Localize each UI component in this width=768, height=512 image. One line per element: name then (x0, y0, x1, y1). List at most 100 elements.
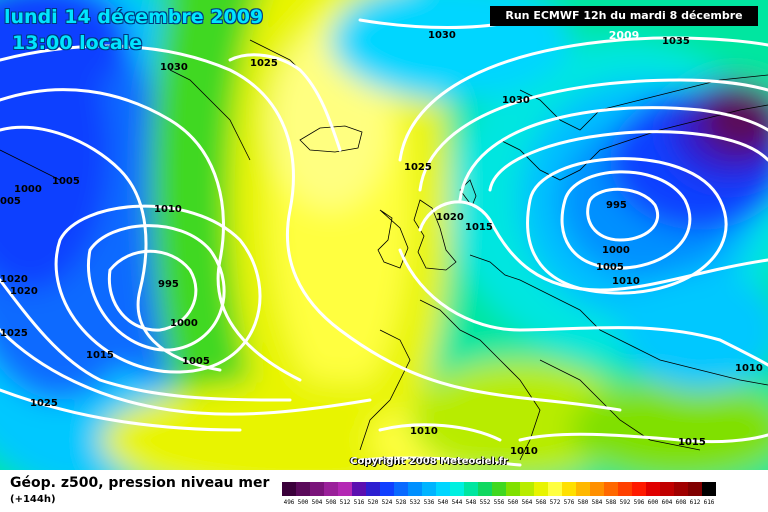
scale-swatch (534, 482, 548, 496)
scale-swatch (282, 482, 296, 496)
isobar-label: 1025 (0, 328, 28, 339)
scale-label: 556 (493, 499, 505, 506)
scale-label: 496 (283, 499, 295, 506)
scale-swatch (380, 482, 394, 496)
color-scale (282, 482, 716, 496)
scale-swatch (702, 482, 716, 496)
isobar-label: 1010 (154, 204, 182, 215)
isobar-label: 1000 (602, 245, 630, 256)
scale-label: 580 (577, 499, 589, 506)
isobar-label: 1030 (502, 95, 530, 106)
copyright-text: Copyright 2008 Meteociel.fr (350, 456, 508, 467)
scale-swatch (310, 482, 324, 496)
scale-swatch (478, 482, 492, 496)
scale-swatch (450, 482, 464, 496)
isobar-lines (0, 18, 768, 467)
scale-label: 536 (423, 499, 435, 506)
scale-swatch (506, 482, 520, 496)
scale-label: 584 (591, 499, 603, 506)
scale-label: 612 (689, 499, 701, 506)
scale-label: 568 (535, 499, 547, 506)
legend-title: Géop. z500, pression niveau mer (10, 475, 270, 491)
scale-label: 588 (605, 499, 617, 506)
isobar-label: 1020 (436, 212, 464, 223)
scale-label: 548 (465, 499, 477, 506)
map-canvas: 1030 1025 1030 1035 1030 1000 1005 1010 … (0, 0, 768, 470)
forecast-time: 13:00 locale (12, 32, 143, 54)
scale-label: 524 (381, 499, 393, 506)
scale-swatch (674, 482, 688, 496)
scale-label: 500 (297, 499, 309, 506)
scale-swatch (562, 482, 576, 496)
scale-swatch (604, 482, 618, 496)
isobar-label: 1030 (428, 30, 456, 41)
scale-swatch (436, 482, 450, 496)
scale-label: 576 (563, 499, 575, 506)
isobar-label: 1010 (410, 426, 438, 437)
forecast-lead-time: (+144h) (10, 494, 56, 505)
scale-label: 544 (451, 499, 463, 506)
scale-label: 508 (325, 499, 337, 506)
scale-swatch (324, 482, 338, 496)
scale-swatch (338, 482, 352, 496)
scale-label: 592 (619, 499, 631, 506)
forecast-date: lundi 14 décembre 2009 (4, 6, 264, 28)
isobar-label: 995 (158, 279, 179, 290)
isobar-labels: 1030 1025 1030 1035 1030 1000 1005 1010 … (0, 30, 763, 457)
scale-label: 532 (409, 499, 421, 506)
isobar-label: 1015 (465, 222, 493, 233)
scale-label: 512 (339, 499, 351, 506)
scale-swatch (422, 482, 436, 496)
isobar-label: 1000 (14, 184, 42, 195)
scale-swatch (632, 482, 646, 496)
scale-swatch (296, 482, 310, 496)
model-run-label: Run ECMWF 12h du mardi 8 décembre 2009 (490, 6, 758, 42)
scale-swatch (394, 482, 408, 496)
isobar-label: 1015 (678, 437, 706, 448)
isobar-label: 1035 (662, 36, 690, 47)
scale-label: 608 (675, 499, 687, 506)
scale-label: 560 (507, 499, 519, 506)
isobar-label: 1025 (404, 162, 432, 173)
isobar-label: 1020 (10, 286, 38, 297)
geopotential-field (0, 0, 768, 470)
isobar-label: 1010 (510, 446, 538, 457)
isobar-label: 1005 (596, 262, 624, 273)
scale-label: 596 (633, 499, 645, 506)
forecast-map: 1030 1025 1030 1035 1030 1000 1005 1010 … (0, 0, 768, 470)
scale-label: 504 (311, 499, 323, 506)
isobar-label: 005 (0, 196, 21, 207)
scale-swatch (590, 482, 604, 496)
isobar-label: 1020 (0, 274, 28, 285)
isobar-label: 1025 (250, 58, 278, 69)
scale-swatch (548, 482, 562, 496)
scale-swatch (520, 482, 534, 496)
scale-swatch (492, 482, 506, 496)
color-scale-labels: 496 500 504 508 512 516 520 524 528 532 536 540 544 5… (282, 499, 716, 506)
scale-label: 616 (703, 499, 715, 506)
scale-label: 520 (367, 499, 379, 506)
legend-footer: Géop. z500, pression niveau mer (+144h) … (0, 470, 768, 512)
scale-swatch (660, 482, 674, 496)
isobar-label: 1025 (30, 398, 58, 409)
scale-swatch (464, 482, 478, 496)
isobar-label: 1005 (52, 176, 80, 187)
isobar-label: 1005 (182, 356, 210, 367)
scale-label: 516 (353, 499, 365, 506)
isobar-label: 995 (606, 200, 627, 211)
scale-label: 564 (521, 499, 533, 506)
scale-label: 528 (395, 499, 407, 506)
isobar-label: 1030 (160, 62, 188, 73)
scale-label: 600 (647, 499, 659, 506)
scale-swatch (688, 482, 702, 496)
scale-label: 552 (479, 499, 491, 506)
scale-swatch (366, 482, 380, 496)
isobar-label: 1010 (612, 276, 640, 287)
scale-label: 540 (437, 499, 449, 506)
scale-label: 604 (661, 499, 673, 506)
scale-swatch (618, 482, 632, 496)
scale-swatch (646, 482, 660, 496)
isobar-label: 1000 (170, 318, 198, 329)
scale-swatch (352, 482, 366, 496)
scale-label: 572 (549, 499, 561, 506)
